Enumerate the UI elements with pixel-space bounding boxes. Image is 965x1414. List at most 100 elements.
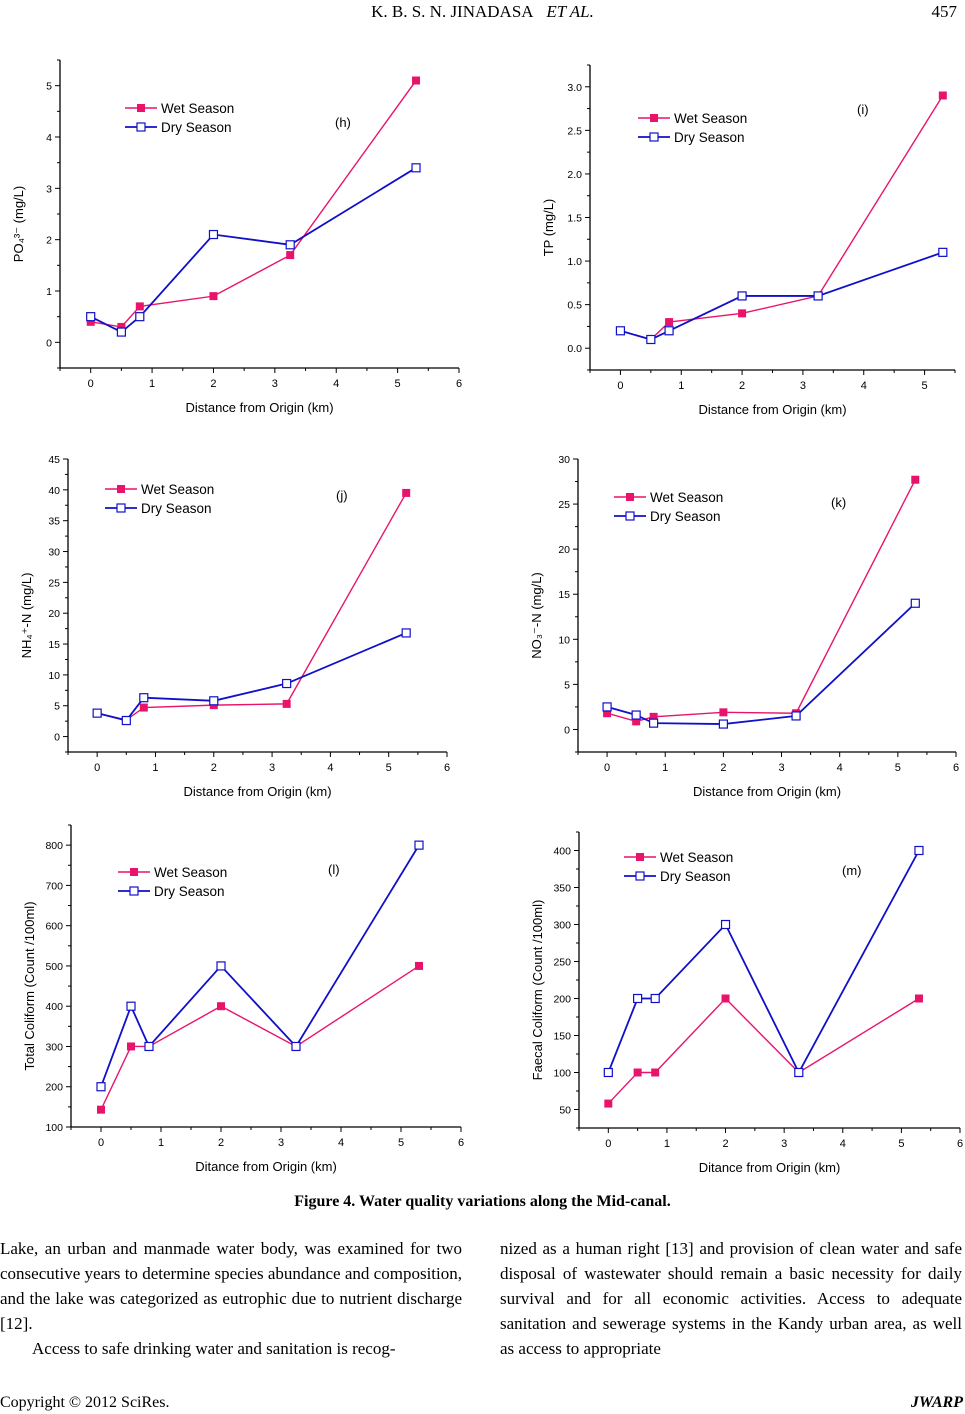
x-tick-label: 0 [617,380,623,392]
y-tick-label: 50 [559,1105,571,1117]
panel-label: (k) [831,495,846,510]
data-point-dry [718,719,728,729]
x-tick-label: 2 [211,762,217,774]
y-tick-label: 350 [553,883,571,895]
data-point-wet [282,699,291,708]
data-point-dry [938,247,948,257]
panel-label: (j) [336,488,348,503]
y-tick-label: 5 [54,701,60,713]
data-point-dry [794,1067,804,1078]
series-line-dry [620,251,944,341]
legend-label: Dry Season [161,120,232,135]
x-tick-label: 5 [895,762,901,774]
x-axis-label: Distance from Origin (km) [698,402,846,417]
y-tick-label: 25 [48,577,60,589]
data-point-dry [648,718,659,728]
page-number: 457 [931,2,958,21]
data-point-wet [914,994,923,1003]
data-point-wet [719,708,728,717]
legend-label: Dry Season [674,130,745,145]
x-axis-label: Ditance from Origin (km) [699,1160,841,1175]
legend-marker-dry [625,511,635,521]
x-tick-label: 1 [158,1137,164,1149]
y-tick-label: 300 [45,1041,63,1053]
data-point-dry [116,327,126,337]
legend-label: Wet Season [674,111,747,126]
y-tick-label: 0 [564,724,570,736]
x-tick-label: 2 [218,1137,224,1149]
page-header: K. B. S. N. JINADASA ET AL. 457 [0,2,965,26]
copyright: Copyright © 2012 SciRes. [0,1394,170,1411]
data-point-dry [664,326,674,336]
y-tick-label: 100 [553,1068,571,1080]
legend-marker-dry [635,871,645,881]
data-point-dry [285,240,295,250]
data-point-dry [92,708,102,718]
series-line-wet [620,95,944,341]
x-tick-label: 2 [210,378,216,390]
data-point-dry [216,961,226,971]
data-point-dry [282,678,292,689]
data-point-wet [938,91,947,100]
data-point-wet [139,703,148,712]
data-point-dry [209,696,219,706]
x-tick-label: 3 [278,1137,284,1149]
x-tick-label: 5 [922,380,928,392]
data-point-dry [615,326,626,336]
data-point-dry [646,334,656,345]
data-point-dry [813,291,823,301]
data-point-dry [633,993,643,1004]
y-tick-label: 400 [45,1001,63,1013]
x-tick-label: 3 [800,380,806,392]
y-tick-label: 3 [46,183,52,195]
data-point-dry [720,919,731,930]
x-tick-label: 4 [333,378,339,390]
series-line-wet [100,965,420,1110]
x-tick-label: 2 [720,762,726,774]
y-tick-label: 45 [48,454,60,466]
y-tick-label: 2.5 [567,125,582,137]
y-tick-label: 15 [558,589,570,601]
panel-label: (m) [842,863,862,878]
body-column-right: nized as a human right [13] and provisio… [500,1236,962,1361]
y-tick-label: 200 [45,1082,63,1094]
data-point-wet [117,322,126,331]
et-al: ET AL. [546,2,594,21]
series-line-dry [96,632,407,722]
x-tick-label: 0 [605,1138,611,1150]
x-tick-label: 3 [269,762,275,774]
legend-marker-dry [129,886,139,896]
x-tick-label: 4 [338,1137,344,1149]
data-point-wet [402,488,411,497]
x-tick-label: 4 [837,762,843,774]
x-tick-label: 0 [98,1137,104,1149]
legend-marker-wet [137,104,145,112]
data-point-wet [286,251,295,260]
data-point-dry [791,711,801,721]
data-point-dry [86,312,96,322]
legend-marker-wet [650,114,658,122]
data-point-wet [649,712,658,721]
data-point-wet [633,1068,642,1077]
y-tick-label: 1.0 [567,256,582,268]
legend-label: Wet Season [141,482,214,497]
panel-label: (i) [857,102,869,117]
data-point-wet [97,1105,105,1114]
legend-label: Wet Season [161,101,234,116]
data-point-wet [86,317,95,326]
data-point-wet [412,76,421,85]
data-point-dry [96,1082,106,1092]
chart-panel-m: 0 1 2 3 4 5 6 50 100 150 200 250 300 350 400 Ditance fr… [530,831,963,1175]
y-tick-label: 25 [558,499,570,511]
y-tick-label: 600 [45,921,63,933]
chart-panel-l: 0 1 2 3 4 5 6 100 200 300 400 500 600 700 800 Ditance f… [22,824,464,1174]
paragraph: Lake, an urban and manmade water body, w… [0,1239,462,1333]
data-point-dry [208,229,219,240]
legend-label: Dry Season [154,884,225,899]
figure-caption: Figure 4. Water quality variations along… [294,1193,671,1210]
y-tick-label: 500 [45,961,63,973]
x-tick-label: 3 [778,762,784,774]
x-tick-label: 0 [88,378,94,390]
series-line-wet [90,80,417,328]
chart-panel-i: 0 1 2 3 4 5 0.0 0.5 1.0 1.5 2.0 2.5 3.0 Distance from… [541,64,956,417]
